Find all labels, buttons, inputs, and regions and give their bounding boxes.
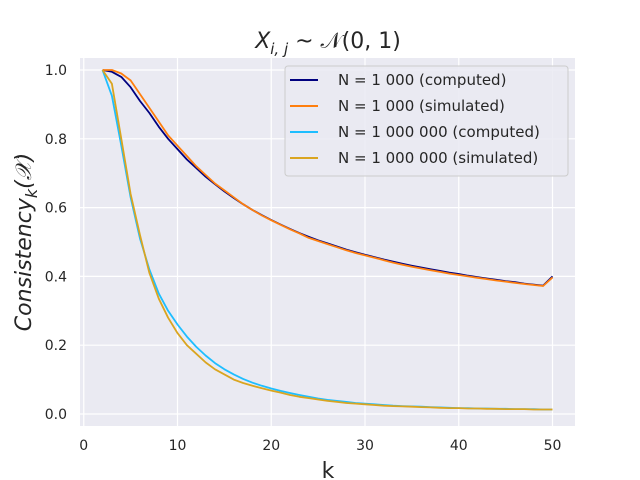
x-tick-label: 0 [79,438,88,454]
x-tick-label: 50 [544,438,562,454]
x-tick-label: 20 [262,438,280,454]
y-tick-label: 0.2 [45,338,67,354]
y-tick-label: 0.4 [45,269,67,285]
legend-entries: N = 1 000 (computed) N = 1 000 (simulated… [290,71,540,167]
series-layer [101,69,554,411]
x-tick-label: 30 [356,438,374,454]
legend-label-1: N = 1 000 (computed) [338,71,506,89]
x-tick-label: 10 [169,438,187,454]
y-tick-labels: 0.0 0.2 0.4 0.6 0.8 1.0 [45,63,67,423]
y-tick-label: 0.0 [45,407,67,423]
legend-label-3: N = 1 000 000 (computed) [338,123,540,141]
legend-box [284,65,569,177]
y-tick-label: 1.0 [45,63,67,79]
y-tick-label: 0.6 [45,201,67,217]
legend: N = 1 000 (computed) N = 1 000 (simulated… [284,65,569,177]
y-tick-label: 0.8 [45,132,67,148]
series-line-4 [101,69,553,411]
series-line-2 [102,69,554,287]
x-tick-labels: 0 10 20 30 40 50 [79,438,561,454]
x-axis-label: k [322,459,335,480]
chart-title: Xi, j ~ 𝒩(0, 1) [254,29,401,58]
legend-label-2: N = 1 000 (simulated) [338,97,505,115]
y-axis-label: Consistencyk(𝒳) [12,153,41,331]
legend-label-4: N = 1 000 000 (simulated) [338,149,538,167]
x-tick-label: 40 [450,438,468,454]
